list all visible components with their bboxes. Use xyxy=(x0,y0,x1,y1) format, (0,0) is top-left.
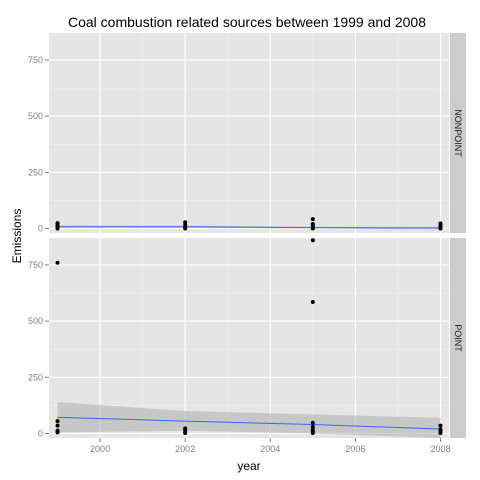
facet-strip xyxy=(450,238,466,438)
panel-background xyxy=(49,33,449,233)
y-tick-label: 750 xyxy=(28,260,43,270)
data-point xyxy=(55,221,60,226)
data-point xyxy=(55,423,60,428)
data-point xyxy=(55,260,60,265)
facet-strip xyxy=(450,33,466,233)
y-axis-title: Emissions xyxy=(10,209,24,264)
y-tick-label: 250 xyxy=(28,167,43,177)
panel-background xyxy=(49,238,449,438)
x-tick-label: 2004 xyxy=(260,444,280,454)
smooth-line xyxy=(57,226,441,229)
x-tick-label: 2000 xyxy=(90,444,110,454)
data-point xyxy=(438,427,443,432)
x-tick-label: 2008 xyxy=(430,444,450,454)
y-tick-label: 750 xyxy=(28,55,43,65)
facet-strip-label: POINT xyxy=(453,324,463,352)
facet-strip-label: NONPOINT xyxy=(453,109,463,157)
data-point xyxy=(55,428,60,433)
x-tick-label: 2006 xyxy=(345,444,365,454)
data-point xyxy=(310,217,315,222)
data-point xyxy=(310,424,315,429)
y-tick-label: 0 xyxy=(38,224,43,234)
chart-title: Coal combustion related sources between … xyxy=(68,14,426,30)
y-tick-label: 500 xyxy=(28,111,43,121)
panels: 0 250 500 750 NONPOINT 0 250 500 750 POINT 2000 200… xyxy=(28,33,466,454)
data-point xyxy=(310,420,315,425)
data-point xyxy=(183,426,188,431)
x-axis-title: year xyxy=(237,459,260,473)
data-point xyxy=(310,222,315,227)
y-tick-label: 250 xyxy=(28,372,43,382)
data-point xyxy=(183,220,188,225)
data-point xyxy=(438,423,443,428)
data-point xyxy=(438,221,443,226)
y-tick-label: 0 xyxy=(38,429,43,439)
data-point xyxy=(310,300,315,305)
panel-nonpoint: 0 250 500 750 NONPOINT xyxy=(28,33,466,234)
y-tick-label: 500 xyxy=(28,316,43,326)
smooth-line xyxy=(57,416,441,430)
data-point xyxy=(55,419,60,424)
confidence-band xyxy=(57,402,441,438)
panel-point: 0 250 500 750 POINT xyxy=(28,238,466,439)
data-point xyxy=(310,238,315,243)
x-tick-label: 2002 xyxy=(175,444,195,454)
